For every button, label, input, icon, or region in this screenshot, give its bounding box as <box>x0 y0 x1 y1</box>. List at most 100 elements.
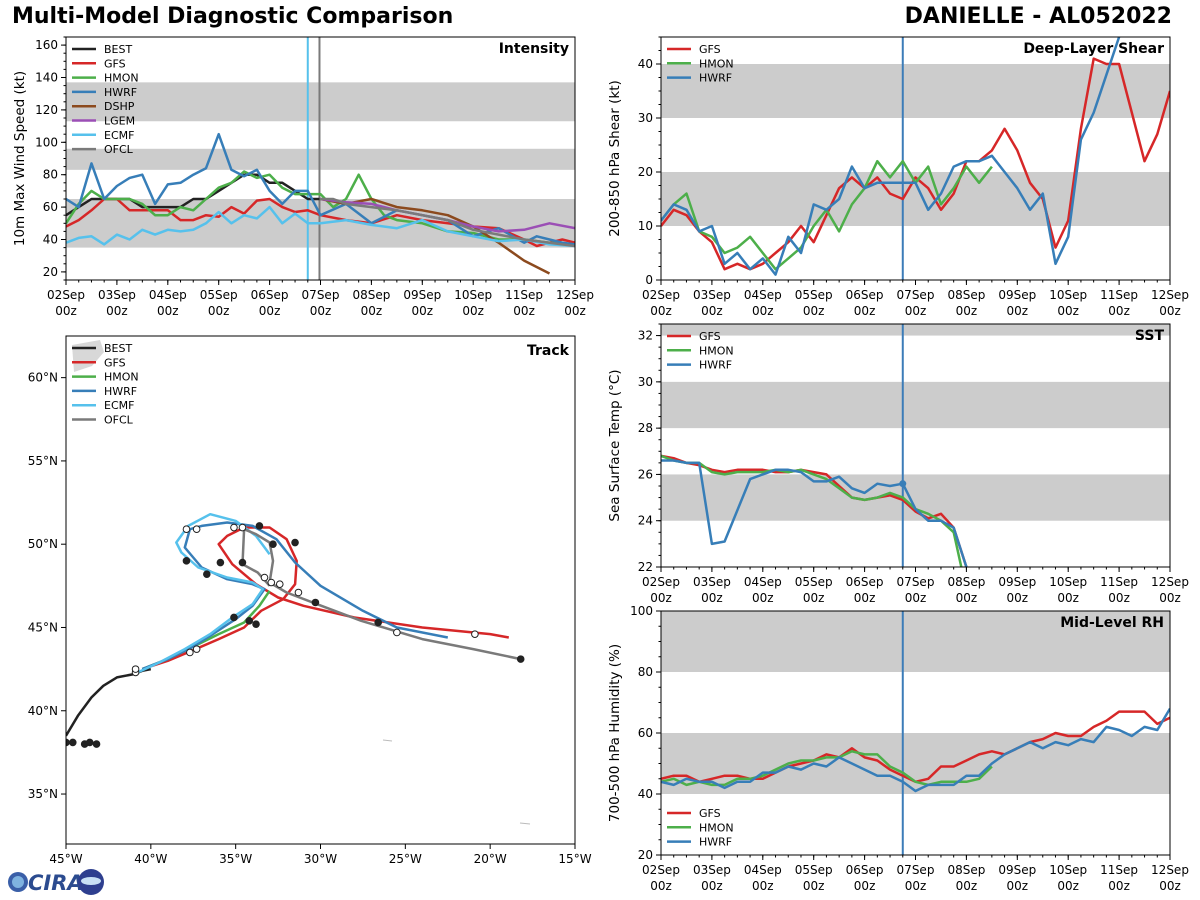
panel-title: SST <box>1135 328 1165 344</box>
logo-text: CIRA <box>28 871 84 895</box>
x-tick-label-day: 12Sep <box>1151 288 1189 302</box>
legend-label-lgem: LGEM <box>104 115 135 128</box>
x-tick-label-hour: 00z <box>1057 304 1079 318</box>
y-tick-label: 45°N <box>28 620 58 634</box>
series-line-gfs <box>661 454 968 567</box>
x-tick-label-day: 08Sep <box>947 863 985 877</box>
x-tick-label-hour: 00z <box>752 879 774 893</box>
shaded-band <box>661 733 1170 794</box>
legend-label-hmon: HMON <box>104 72 139 85</box>
series-line-ecmf <box>66 205 575 248</box>
y-axis-label: Sea Surface Temp (°C) <box>607 369 623 521</box>
track-position-marker <box>311 598 320 607</box>
track-position-marker <box>269 540 277 548</box>
x-tick-label-hour: 00z <box>1108 879 1130 893</box>
y-axis-label: 10m Max Wind Speed (kt) <box>12 71 28 246</box>
x-tick-label-day: 11Sep <box>1100 863 1138 877</box>
x-tick-label-day: 09Sep <box>998 575 1036 589</box>
legend-label-gfs: GFS <box>699 43 721 56</box>
legend-label-hwrf: HWRF <box>104 385 137 398</box>
x-tick-label-day: 12Sep <box>1151 863 1189 877</box>
series-line-hwrf <box>661 459 968 567</box>
x-tick-label-day: 09Sep <box>403 288 441 302</box>
legend-label-ofcl: OFCL <box>104 143 134 156</box>
x-tick-label-day: 08Sep <box>947 288 985 302</box>
legend-label-hwrf: HWRF <box>104 86 137 99</box>
x-tick-label-day: 10Sep <box>1049 575 1087 589</box>
legend-label-gfs: GFS <box>699 807 721 820</box>
track-position-marker <box>275 580 284 588</box>
x-tick-label-day: 06Sep <box>846 288 884 302</box>
panel-sst: 22 24 26 28 30 32 02Sep 00z 03Sep 00z 04Sep 00z 05Se… <box>607 323 1189 605</box>
legend-label-dshp: DSHP <box>104 100 135 113</box>
x-tick-label-hour: 00z <box>803 304 825 318</box>
x-tick-label-day: 07Sep <box>897 288 935 302</box>
track-position-marker <box>203 570 211 578</box>
globe-icon-inner <box>12 876 24 888</box>
plot-frame <box>65 335 576 845</box>
island-mark <box>519 822 531 825</box>
track-position-marker <box>68 738 77 747</box>
legend-label-hmon: HMON <box>699 344 734 357</box>
x-tick-label-day: 04Sep <box>744 288 782 302</box>
x-tick-label-day: 11Sep <box>1100 575 1138 589</box>
x-tick-label-hour: 00z <box>752 304 774 318</box>
track-line-ofcl <box>241 527 521 661</box>
x-tick-label-hour: 00z <box>106 304 128 318</box>
y-tick-label: 24 <box>638 514 653 528</box>
shaded-band <box>661 381 1170 429</box>
x-tick-label-hour: 00z <box>1108 304 1130 318</box>
panel-intensity: 20 40 60 80 100 120 140 160 02Sep 00z 03Sep 00z 04Se… <box>12 36 594 318</box>
x-tick-label-day: 10Sep <box>454 288 492 302</box>
track-position-marker <box>238 523 247 532</box>
y-tick-label: 60°N <box>28 371 58 385</box>
x-tick-label-day: 05Sep <box>795 575 833 589</box>
track-position-marker <box>245 617 254 625</box>
series-line-gfs <box>661 57 1170 271</box>
x-tick-label-day: 07Sep <box>302 288 340 302</box>
x-tick-label-hour: 00z <box>1108 591 1130 605</box>
x-tick-label: 45°W <box>49 852 82 866</box>
x-tick-label-hour: 00z <box>259 304 281 318</box>
y-tick-label: 40°N <box>28 704 58 718</box>
cira-logo: CIRA <box>8 869 104 895</box>
y-tick-label: 80 <box>43 168 58 182</box>
x-tick-label-hour: 00z <box>55 304 77 318</box>
x-tick-label-hour: 00z <box>905 591 927 605</box>
x-tick-label-day: 07Sep <box>897 863 935 877</box>
y-tick-label: 20 <box>43 265 58 279</box>
track-position-marker <box>238 558 247 567</box>
series-group <box>661 454 968 567</box>
x-tick-label-hour: 00z <box>956 591 978 605</box>
x-tick-label-hour: 00z <box>1057 591 1079 605</box>
panel-title: Mid-Level RH <box>1060 615 1164 631</box>
track-position-marker <box>252 620 260 628</box>
x-tick-label-hour: 00z <box>1159 591 1181 605</box>
x-tick-label-hour: 00z <box>157 304 179 318</box>
shaded-band <box>661 172 1170 226</box>
x-tick-label-hour: 00z <box>1007 879 1029 893</box>
track-position-marker <box>192 525 201 534</box>
x-tick-label: 25°W <box>389 852 422 866</box>
series-line-dshp <box>320 197 551 275</box>
x-tick-label-hour: 00z <box>854 879 876 893</box>
series-line-hwrf <box>661 37 1121 276</box>
track-position-marker <box>471 630 479 638</box>
y-tick-label: 120 <box>35 103 58 117</box>
x-tick-label-hour: 00z <box>564 304 586 318</box>
greenland-land-shape <box>72 340 104 372</box>
track-position-marker <box>516 655 525 663</box>
island-mark <box>382 739 393 742</box>
storm-title: DANIELLE - AL052022 <box>904 4 1172 29</box>
x-tick-label-day: 02Sep <box>642 863 680 877</box>
x-tick-label-hour: 00z <box>905 304 927 318</box>
y-tick-label: 20 <box>638 165 653 179</box>
x-tick-label-day: 06Sep <box>846 863 884 877</box>
y-tick-label: 100 <box>35 135 58 149</box>
panel-title: Intensity <box>499 41 569 57</box>
x-tick-label-day: 03Sep <box>693 288 731 302</box>
